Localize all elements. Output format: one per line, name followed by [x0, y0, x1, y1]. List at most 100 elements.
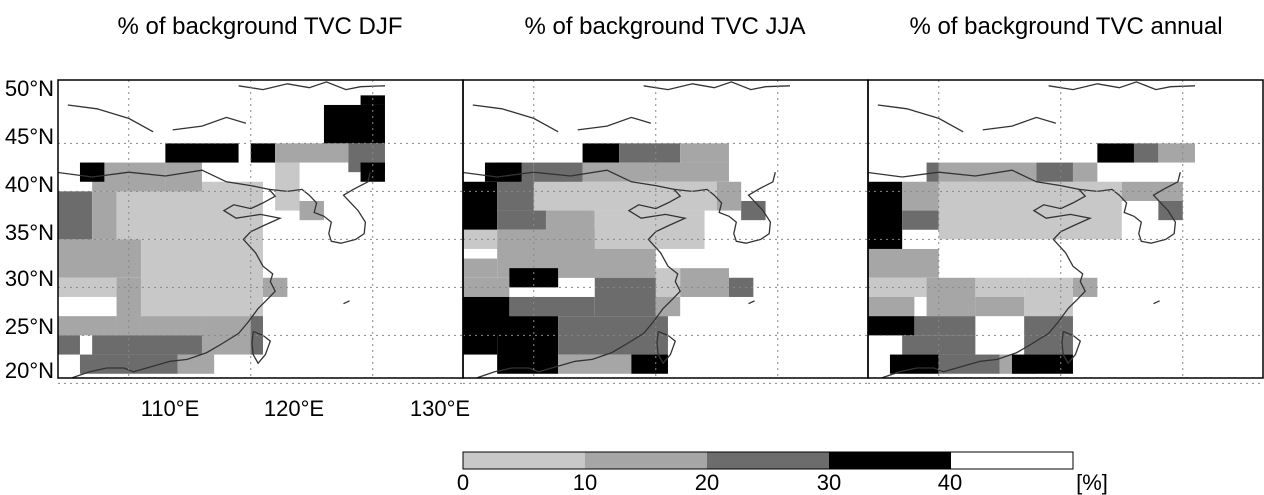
map-cell: [1024, 277, 1073, 317]
coastline-segment: [463, 169, 688, 378]
colorbar-swatch: [585, 452, 707, 469]
map-cell: [558, 248, 656, 278]
coastline-segment: [656, 330, 677, 365]
map-cell: [582, 162, 729, 182]
cells-annual: [868, 143, 1195, 374]
map-cell: [463, 229, 498, 249]
colorbar-frame: [462, 451, 1074, 470]
colorbar-tick-30: 30: [817, 470, 841, 495]
lat-label-45: 45°N: [5, 124, 54, 149]
map-cell: [58, 277, 117, 297]
lon-label-130: 130°E: [410, 396, 470, 421]
map-cell: [728, 277, 754, 297]
map-cell: [914, 316, 976, 336]
map-cell: [92, 191, 117, 240]
colorbar-tick-0: 0: [457, 470, 469, 495]
map-cell: [1036, 162, 1073, 182]
map-cell: [938, 181, 1122, 240]
map-cell: [1133, 143, 1159, 163]
coastline-segment: [58, 169, 283, 378]
panel-title-jja: % of background TVC JJA: [524, 13, 805, 40]
map-cell: [680, 268, 729, 297]
map-cell: [558, 354, 632, 374]
map-cell: [509, 296, 595, 317]
cells-djf: [58, 95, 385, 374]
map-cell: [1158, 200, 1183, 221]
map-cell: [1072, 162, 1098, 182]
map-cell: [680, 143, 729, 163]
lon-label-120: 120°E: [264, 396, 324, 421]
coastline-segment: [922, 381, 951, 398]
map-cell: [177, 354, 215, 374]
coastline-segment: [472, 104, 559, 133]
map-cell: [497, 316, 559, 374]
coastline-jja: [463, 81, 791, 398]
map-cell: [360, 162, 385, 182]
colorbar-swatch: [829, 452, 951, 469]
coastline-segment: [172, 116, 247, 131]
map-cell: [902, 210, 939, 230]
coastline-djf: [58, 81, 386, 378]
map-cell: [275, 143, 349, 163]
map-cell: [594, 277, 656, 317]
map-cell: [463, 277, 510, 297]
coastline-segment: [1061, 330, 1082, 365]
map-cell: [655, 296, 681, 317]
colorbar-tick-40: 40: [938, 470, 962, 495]
frame-annual: [867, 79, 1264, 379]
map-cell: [140, 316, 202, 336]
map-cell: [165, 162, 202, 192]
lat-labels: 50°N 45°N 40°N 35°N 30°N 25°N 20°N: [5, 76, 54, 383]
map-cell: [926, 277, 976, 317]
map-cell: [275, 162, 300, 211]
coastline-segment: [517, 381, 546, 398]
coastline-segment: [343, 300, 350, 305]
map-cell: [92, 335, 202, 355]
coastline-annual: [868, 81, 1196, 398]
map-cell: [868, 277, 927, 297]
map-cell: [868, 296, 915, 317]
lat-label-20: 20°N: [5, 358, 54, 383]
lon-labels: 110°E 120°E 130°E: [141, 396, 470, 421]
cells-jja: [463, 143, 766, 374]
map-cell: [58, 239, 141, 278]
map-cell: [165, 143, 239, 163]
map-cell: [79, 162, 105, 182]
coastline-segment: [877, 104, 964, 133]
map-cell: [58, 335, 80, 355]
map-cell: [533, 181, 717, 211]
colorbar-tick-10: 10: [573, 470, 597, 495]
coastline-segment: [1153, 300, 1160, 305]
map-cell: [1097, 143, 1134, 163]
lat-label-50: 50°N: [5, 76, 54, 101]
map-cell: [58, 316, 117, 336]
graticule: [58, 80, 1263, 384]
colorbar-tick-20: 20: [695, 470, 719, 495]
map-cell: [938, 162, 1012, 182]
coastline-segment: [577, 116, 652, 131]
map-cell: [497, 210, 546, 230]
colorbar-swatch: [951, 452, 1073, 469]
map-cell: [484, 162, 522, 182]
colorbar-swatch: [707, 452, 829, 469]
lat-label-25: 25°N: [5, 314, 54, 339]
coastline-segment: [868, 169, 1093, 378]
map-cell: [299, 200, 324, 221]
coastline-segment: [982, 116, 1057, 131]
panel-title-djf: % of background TVC DJF: [117, 13, 402, 40]
map-cell: [741, 200, 766, 221]
colorbar-swatch: [463, 452, 585, 469]
coastline-segment: [1048, 81, 1196, 91]
map-cell: [140, 239, 263, 317]
map-cell: [250, 143, 276, 163]
map-cell: [975, 296, 1025, 317]
map-cell: [868, 248, 939, 278]
map-cell: [1158, 143, 1195, 163]
map-cell: [902, 181, 939, 211]
map-cell: [463, 181, 498, 230]
map-cell: [926, 162, 939, 182]
lat-label-30: 30°N: [5, 266, 54, 291]
map-cell: [509, 268, 559, 288]
map-cell: [1011, 354, 1073, 374]
